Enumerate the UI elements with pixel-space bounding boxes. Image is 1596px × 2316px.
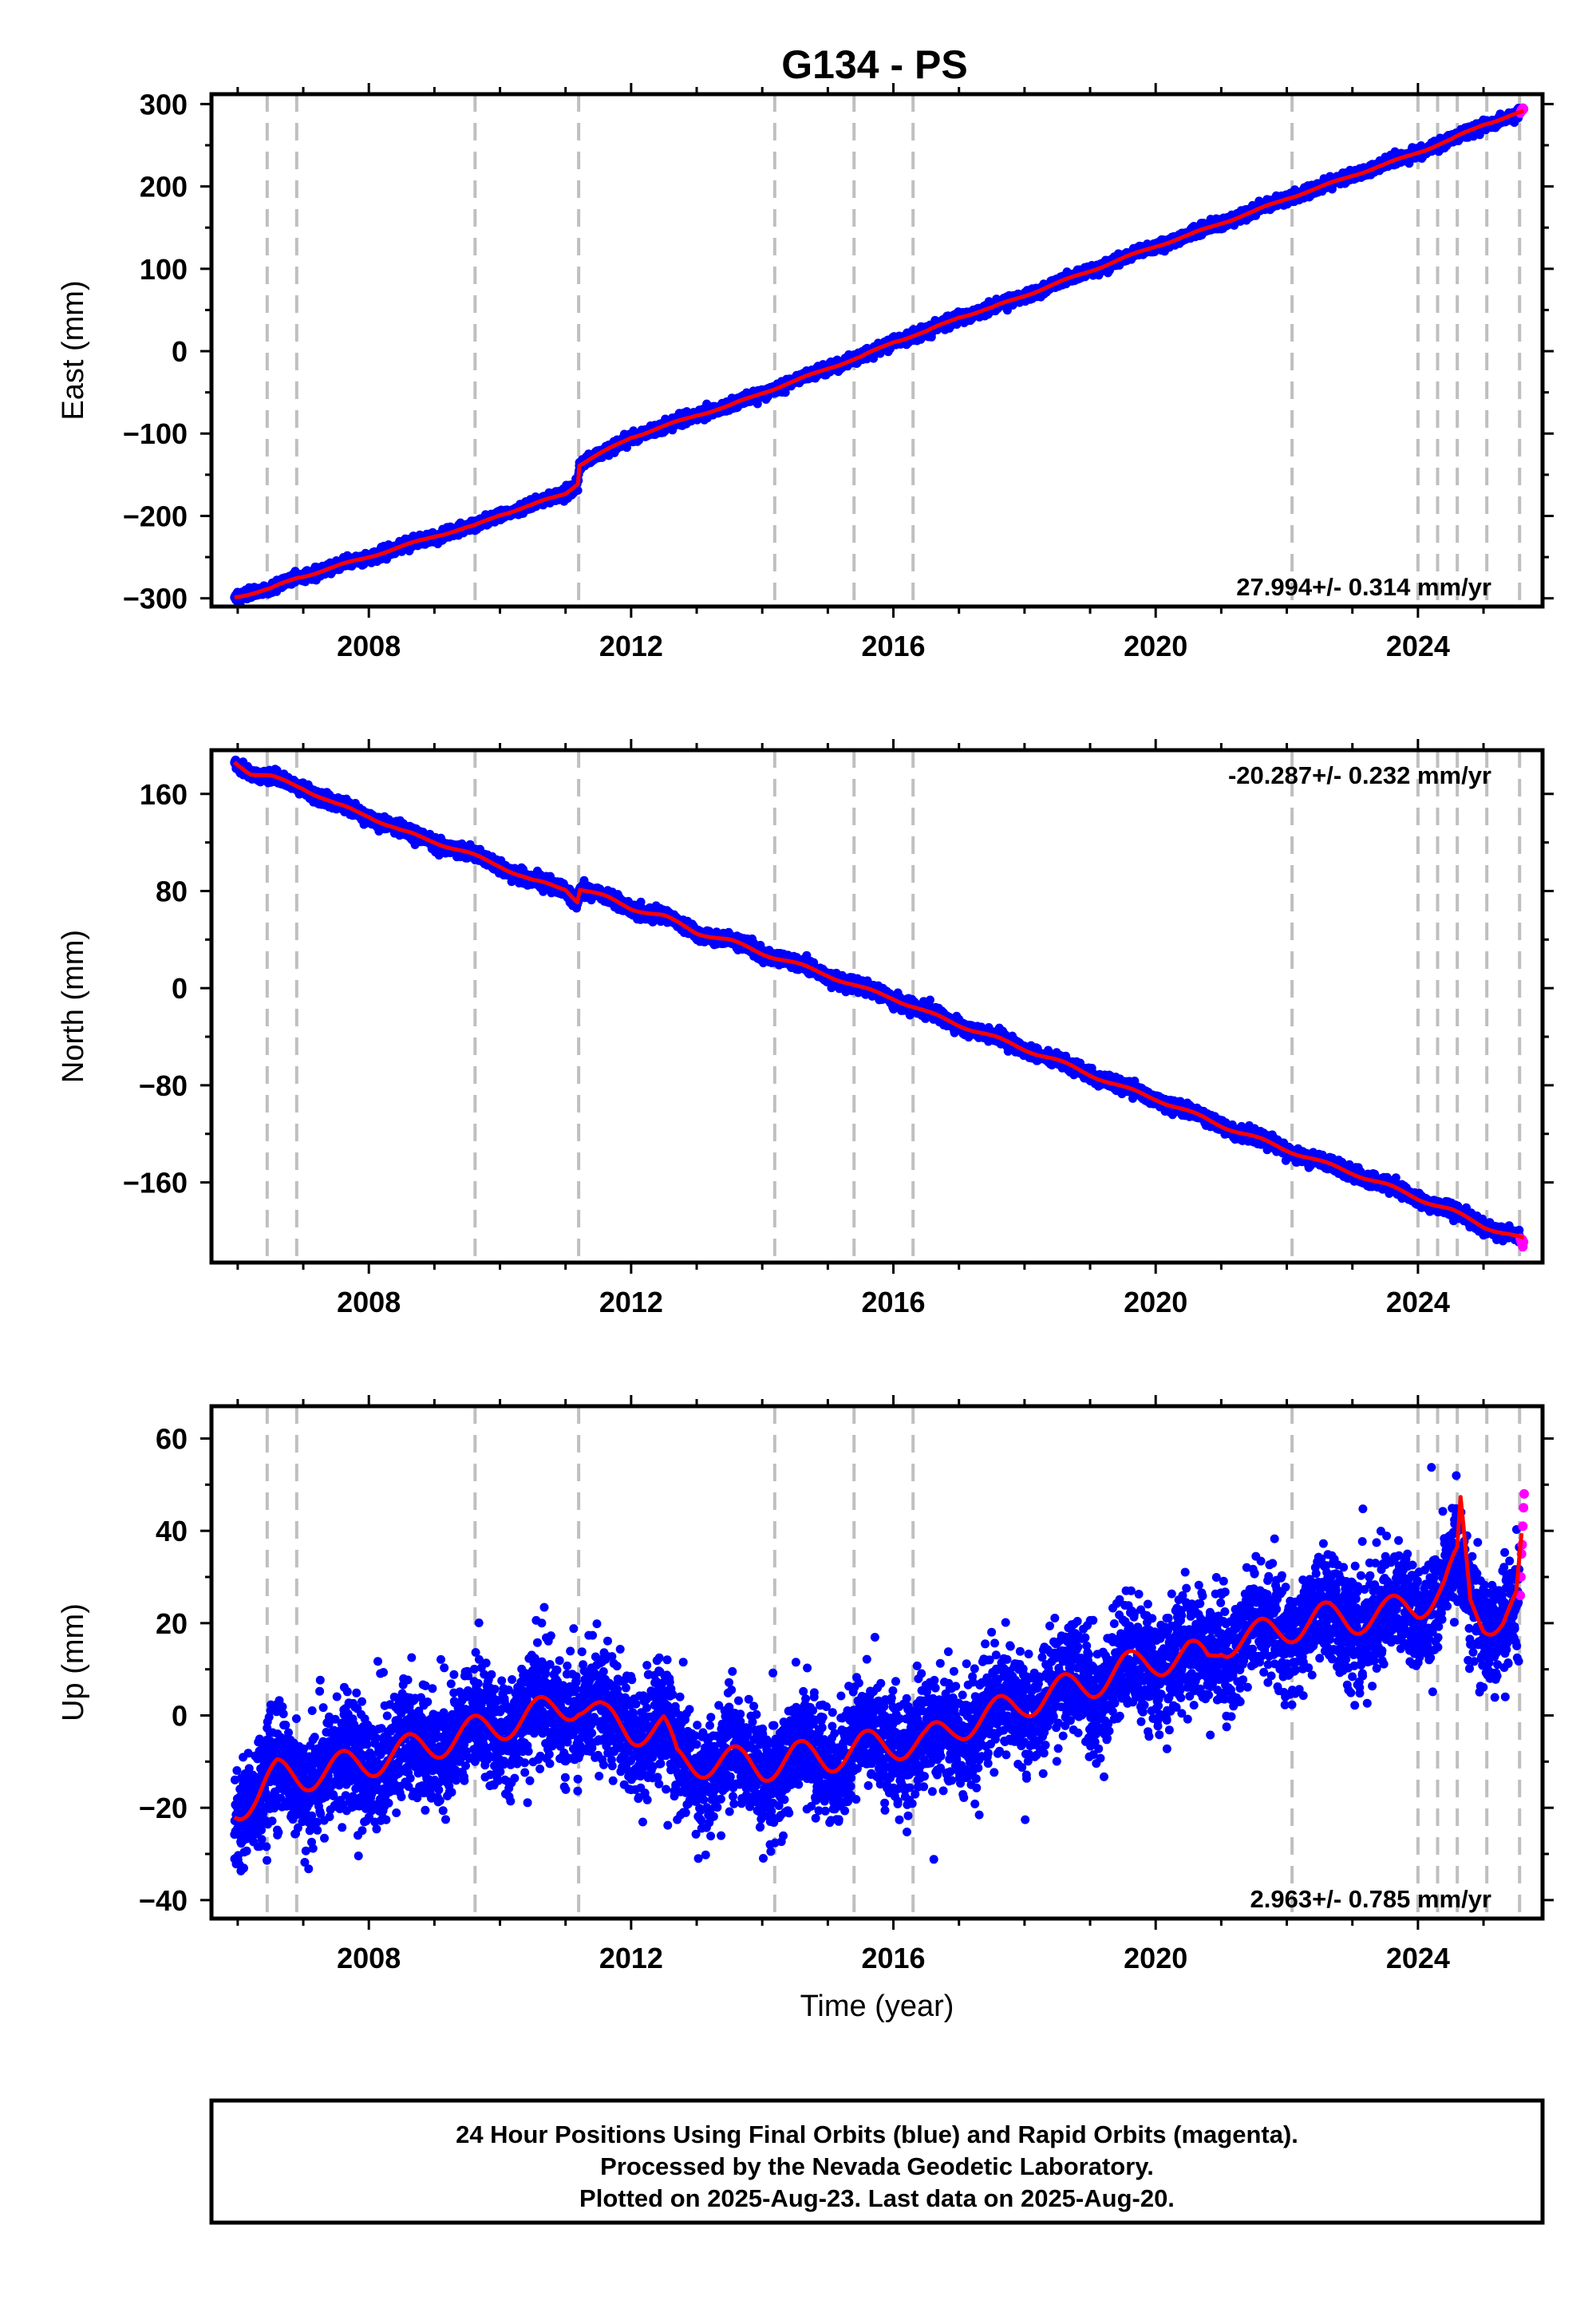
east-panel: 2008 2012 2016 2020 2024−300−200−10001002003…	[57, 83, 1554, 662]
figure-title: G134 - PS	[781, 42, 967, 87]
